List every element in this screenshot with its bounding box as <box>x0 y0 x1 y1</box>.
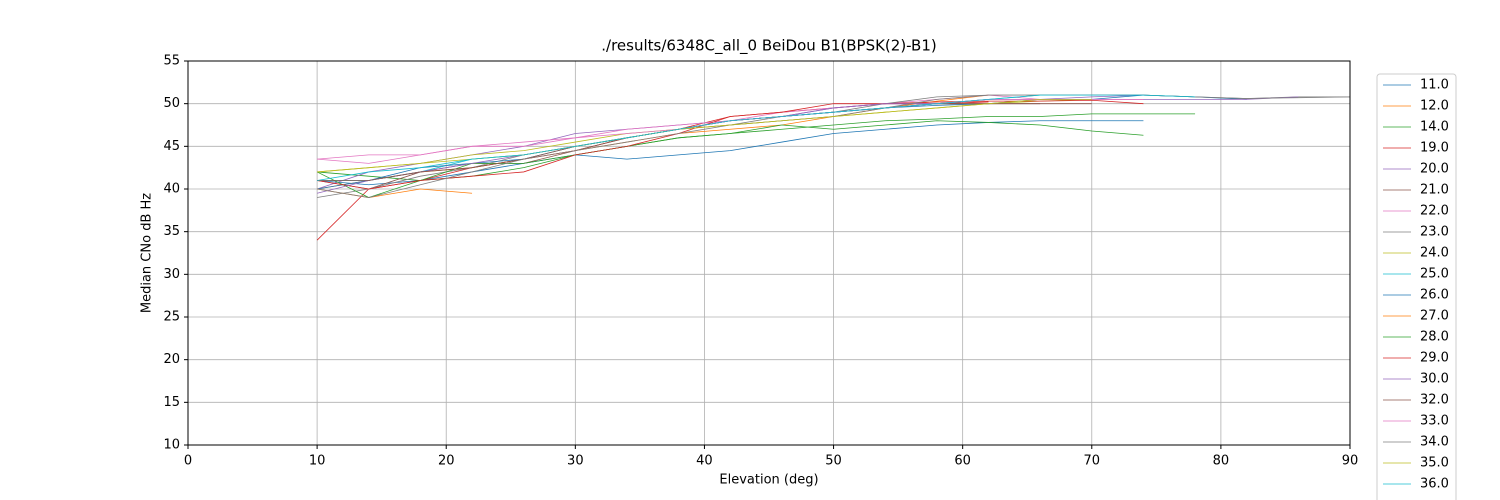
legend-box <box>1376 73 1457 500</box>
legend-label: 32.0 <box>1420 393 1449 408</box>
legend-label: 28.0 <box>1420 330 1449 345</box>
legend-label: 35.0 <box>1420 456 1449 471</box>
legend-label: 27.0 <box>1420 309 1449 324</box>
chart-title: ./results/6348C_all_0 BeiDou B1(BPSK(2)-… <box>601 37 937 56</box>
legend-label: 26.0 <box>1420 288 1449 303</box>
y-tick-label: 40 <box>163 182 180 197</box>
y-tick-label: 20 <box>163 352 180 367</box>
y-tick-label: 10 <box>163 438 180 453</box>
y-axis-label: Median CNo dB Hz <box>140 193 155 313</box>
y-tick-label: 15 <box>163 395 180 410</box>
x-tick-label: 80 <box>1213 454 1230 469</box>
x-tick-label: 30 <box>567 454 584 469</box>
legend-label: 30.0 <box>1420 372 1449 387</box>
legend-label: 24.0 <box>1420 246 1449 261</box>
series-line <box>317 99 1144 190</box>
y-tick-label: 45 <box>163 139 180 154</box>
legend-label: 36.0 <box>1420 477 1449 492</box>
x-tick-label: 0 <box>184 454 192 469</box>
series-line <box>317 120 1144 186</box>
legend-label: 14.0 <box>1420 120 1449 135</box>
legend-label: 34.0 <box>1420 435 1449 450</box>
legend-label: 21.0 <box>1420 183 1449 198</box>
x-tick-label: 50 <box>825 454 842 469</box>
legend-label: 23.0 <box>1420 225 1449 240</box>
series-line <box>317 99 1092 173</box>
x-tick-label: 20 <box>438 454 455 469</box>
plot-frame <box>187 60 1351 446</box>
y-tick-label: 25 <box>163 310 180 325</box>
legend-label: 25.0 <box>1420 267 1449 282</box>
legend-label: 12.0 <box>1420 99 1449 114</box>
x-tick-label: 40 <box>696 454 713 469</box>
x-axis-label: Elevation (deg) <box>719 473 818 488</box>
y-tick-label: 55 <box>163 54 180 69</box>
y-tick-label: 35 <box>163 224 180 239</box>
x-tick-label: 60 <box>954 454 971 469</box>
x-tick-label: 90 <box>1342 454 1359 469</box>
legend-label: 11.0 <box>1420 78 1449 93</box>
x-tick-label: 10 <box>309 454 326 469</box>
y-tick-label: 30 <box>163 267 180 282</box>
y-tick-label: 50 <box>163 96 180 111</box>
legend-label: 20.0 <box>1420 162 1449 177</box>
legend-label: 22.0 <box>1420 204 1449 219</box>
legend-label: 29.0 <box>1420 351 1449 366</box>
legend-label: 19.0 <box>1420 141 1449 156</box>
legend-label: 33.0 <box>1420 414 1449 429</box>
series-line <box>317 94 1196 181</box>
series-line <box>316 113 1196 198</box>
x-tick-label: 70 <box>1084 454 1101 469</box>
